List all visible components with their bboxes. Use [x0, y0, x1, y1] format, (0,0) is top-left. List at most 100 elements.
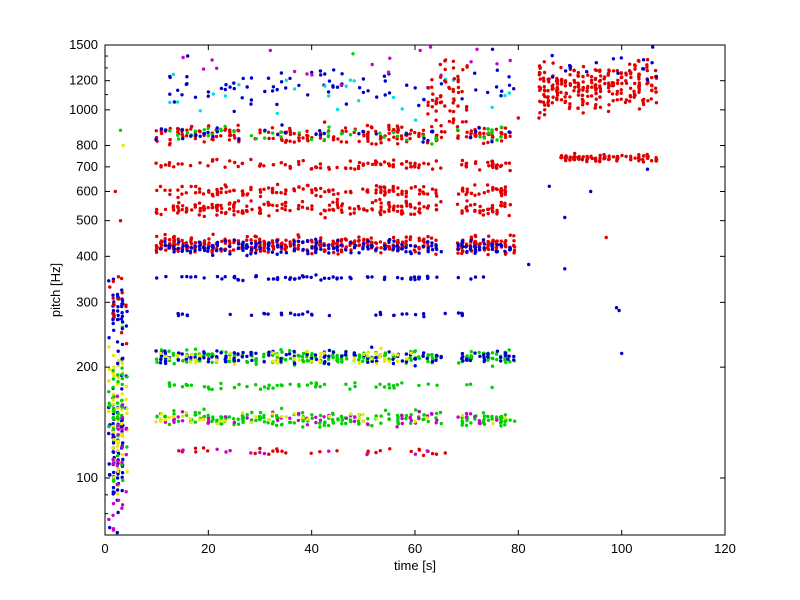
pitch-point [111, 433, 115, 437]
pitch-point [386, 244, 391, 249]
pitch-point [306, 359, 310, 363]
pitch-point [293, 277, 297, 281]
pitch-point [159, 412, 164, 416]
pitch-point [340, 210, 344, 214]
pitch-point [310, 73, 314, 77]
pitch-point [262, 420, 267, 424]
pitch-point [451, 101, 455, 105]
pitch-point [163, 414, 168, 419]
pitch-point [379, 421, 383, 425]
pitch-point [387, 201, 391, 205]
pitch-point [198, 109, 202, 113]
pitch-point [413, 161, 417, 165]
pitch-point [301, 187, 305, 191]
pitch-point [319, 194, 323, 199]
pitch-point [228, 448, 232, 453]
pitch-point [254, 351, 258, 355]
pitch-point [245, 384, 249, 389]
pitch-point [512, 248, 517, 253]
pitch-point [177, 240, 181, 244]
pitch-point [572, 155, 577, 159]
pitch-point [506, 357, 510, 361]
pitch-point [314, 193, 318, 198]
pitch-point [580, 93, 585, 98]
pitch-point [271, 163, 276, 167]
pitch-point [249, 187, 253, 192]
pitch-point [383, 351, 387, 355]
pitch-point [107, 336, 111, 340]
pitch-point [279, 80, 284, 84]
pitch-point [486, 211, 490, 216]
pitch-point [271, 136, 275, 141]
pitch-point [219, 422, 223, 426]
pitch-point [431, 92, 435, 96]
pitch-point [111, 279, 116, 284]
pitch-point [125, 445, 129, 449]
pitch-point [421, 244, 425, 248]
pitch-point [292, 131, 296, 136]
pitch-point [404, 132, 408, 136]
pitch-point [116, 309, 120, 313]
pitch-point [232, 238, 237, 242]
pitch-point [628, 99, 632, 103]
pitch-point [374, 241, 378, 245]
pitch-point [430, 125, 434, 129]
pitch-point [624, 71, 628, 75]
pitch-point [477, 245, 482, 249]
pitch-point [353, 128, 357, 132]
pitch-point [206, 413, 210, 418]
pitch-point [478, 204, 482, 209]
pitch-point [249, 76, 254, 80]
pitch-point [357, 355, 362, 359]
pitch-point [189, 127, 193, 131]
pitch-point [180, 238, 184, 243]
pitch-point [120, 403, 125, 407]
pitch-point [417, 416, 421, 420]
pitch-point [120, 376, 125, 381]
pitch-point [254, 235, 258, 239]
pitch-point [249, 199, 253, 203]
pitch-point [296, 418, 301, 423]
pitch-point [231, 248, 236, 252]
pitch-point [111, 430, 115, 434]
pitch-point [339, 357, 344, 361]
pitch-point [468, 244, 473, 249]
pitch-point [309, 451, 313, 455]
pitch-point [546, 101, 550, 105]
pitch-point [116, 459, 120, 464]
pitch-point [164, 248, 168, 252]
pitch-point [568, 63, 572, 68]
pitch-point [322, 421, 327, 425]
pitch-point [206, 134, 211, 138]
pitch-point [486, 355, 490, 359]
pitch-point [326, 423, 331, 428]
pitch-point [408, 237, 412, 242]
pitch-point [650, 84, 654, 88]
pitch-point [116, 427, 121, 431]
pitch-point [383, 191, 387, 196]
pitch-point [223, 415, 228, 419]
pitch-point [405, 357, 409, 361]
pitch-point [383, 275, 387, 279]
pitch-point [400, 107, 404, 111]
pitch-point [628, 86, 633, 91]
pitch-point [202, 128, 206, 132]
pitch-point [434, 136, 438, 140]
pitch-point [572, 89, 576, 93]
pitch-point [240, 411, 245, 415]
pitch-point [585, 70, 589, 74]
pitch-point [456, 104, 460, 108]
pitch-point [215, 213, 219, 217]
pitch-point [361, 77, 366, 81]
pitch-point [279, 71, 284, 75]
pitch-point [266, 421, 270, 425]
pitch-point [404, 191, 409, 195]
pitch-point [395, 425, 399, 429]
pitch-point [469, 277, 473, 281]
pitch-point [314, 357, 319, 362]
pitch-point [417, 275, 421, 279]
pitch-point [400, 125, 404, 129]
pitch-point [228, 249, 232, 253]
pitch-point [202, 140, 206, 144]
